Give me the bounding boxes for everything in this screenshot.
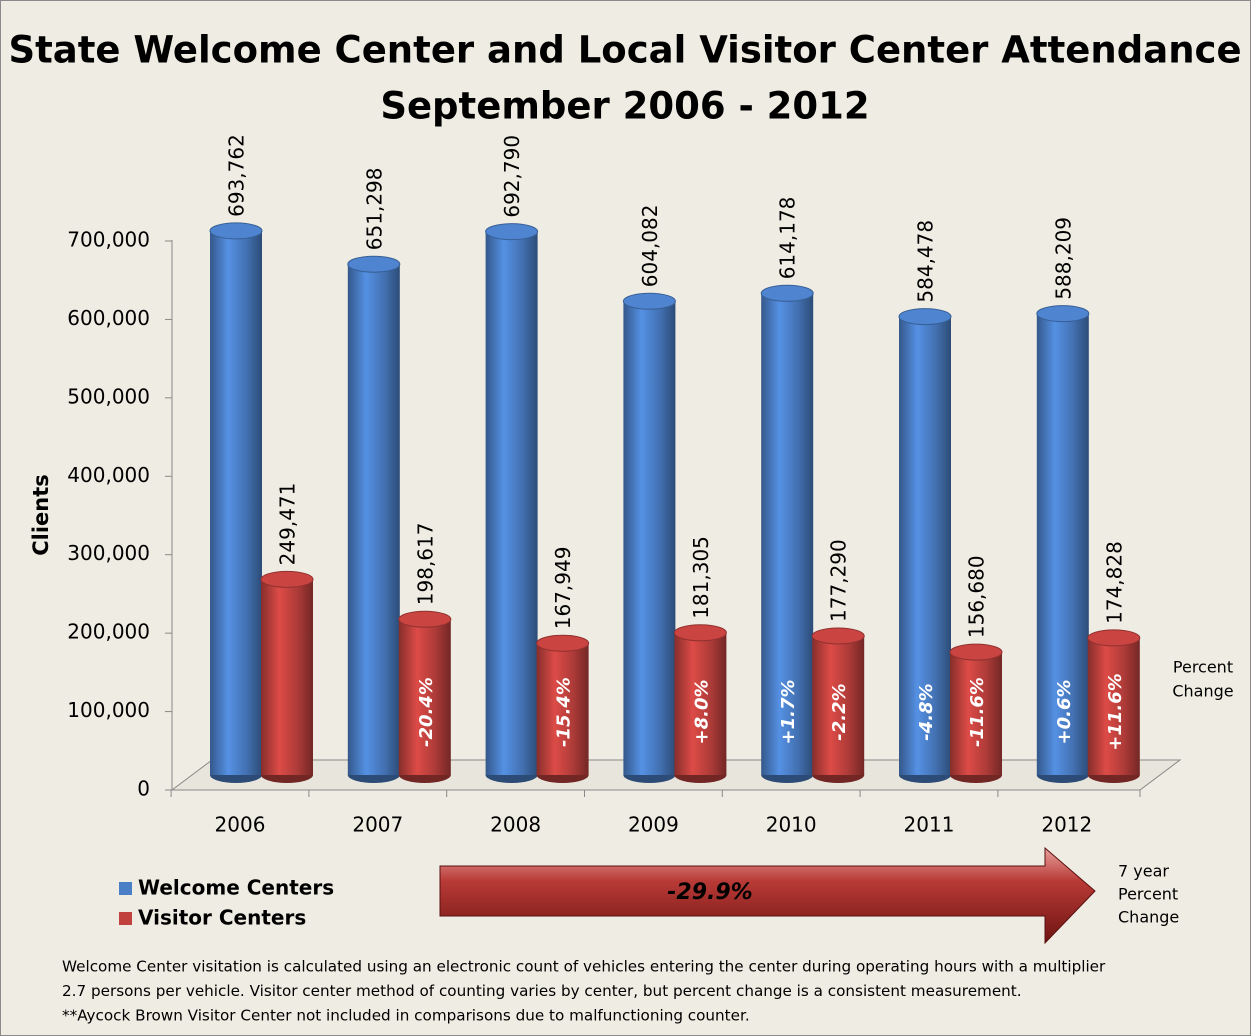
y-tick-label: 400,000 bbox=[67, 463, 150, 487]
bar-body bbox=[536, 643, 589, 775]
value-label: 181,305 bbox=[689, 536, 713, 619]
change-label: -15.4% bbox=[554, 677, 575, 747]
value-label: 249,471 bbox=[276, 483, 300, 566]
bar-top bbox=[260, 570, 314, 588]
chart-title: State Welcome Center and Local Visitor C… bbox=[8, 29, 1241, 72]
change-label: +8.0% bbox=[691, 679, 712, 744]
value-label: 692,790 bbox=[500, 135, 524, 218]
x-tick-label: 2011 bbox=[904, 813, 955, 837]
bar-top bbox=[949, 643, 1003, 661]
bar bbox=[347, 255, 401, 783]
bar-body bbox=[398, 619, 451, 775]
x-tick-label: 2007 bbox=[352, 813, 403, 837]
value-label: 614,178 bbox=[776, 197, 800, 280]
y-tick-label: 300,000 bbox=[67, 541, 150, 565]
bar-body bbox=[674, 632, 727, 775]
x-tick-label: 2012 bbox=[1041, 813, 1092, 837]
change-label: +0.6% bbox=[1054, 679, 1075, 744]
bar-top bbox=[209, 222, 263, 240]
x-tick-label: 2010 bbox=[766, 813, 817, 837]
change-label: +1.7% bbox=[778, 679, 799, 744]
bar-top bbox=[485, 223, 539, 241]
change-label: -4.8% bbox=[916, 683, 937, 740]
bar-top bbox=[673, 624, 727, 642]
bar bbox=[673, 624, 727, 783]
bar-body bbox=[1036, 313, 1089, 775]
y-tick-label: 600,000 bbox=[67, 306, 150, 330]
value-label: 604,082 bbox=[638, 205, 662, 288]
footnote: **Aycock Brown Visitor Center not includ… bbox=[62, 1007, 750, 1025]
bar-top bbox=[622, 292, 676, 310]
x-tick-label: 2006 bbox=[215, 813, 266, 837]
value-label: 156,680 bbox=[965, 555, 989, 638]
bar-body bbox=[1087, 637, 1140, 775]
bar-top bbox=[1036, 305, 1090, 323]
x-tick-label: 2009 bbox=[628, 813, 679, 837]
bar-top bbox=[811, 627, 865, 645]
bar-body bbox=[899, 316, 951, 775]
y-tick-label: 700,000 bbox=[67, 228, 150, 252]
change-label: -11.6% bbox=[967, 677, 988, 747]
change-label: +11.6% bbox=[1105, 673, 1126, 751]
bar bbox=[398, 610, 452, 783]
bar-top bbox=[760, 284, 814, 302]
change-title: Percent bbox=[1173, 658, 1233, 677]
legend-label: Welcome Centers bbox=[138, 876, 334, 900]
bar-top bbox=[536, 634, 590, 652]
bar bbox=[485, 223, 539, 783]
trend-arrow bbox=[439, 846, 1096, 945]
bar bbox=[1036, 305, 1090, 783]
value-label: 588,209 bbox=[1051, 217, 1075, 300]
bar-body bbox=[485, 231, 538, 776]
bar-body bbox=[812, 635, 865, 775]
bar bbox=[1087, 629, 1141, 783]
footnote: Welcome Center visitation is calculated … bbox=[62, 958, 1106, 976]
bar-body bbox=[347, 264, 400, 775]
bar-body bbox=[210, 230, 262, 775]
change-label: -2.2% bbox=[829, 683, 850, 740]
value-label: 584,478 bbox=[914, 220, 938, 303]
arrow-caption: 7 year bbox=[1118, 862, 1169, 881]
bar bbox=[536, 634, 590, 783]
y-tick-label: 500,000 bbox=[67, 384, 150, 408]
footnote: 2.7 persons per vehicle. Visitor center … bbox=[62, 982, 1022, 1000]
y-tick-label: 100,000 bbox=[67, 698, 150, 722]
value-label: 198,617 bbox=[413, 523, 437, 606]
bar-body bbox=[950, 652, 1002, 775]
change-title: Change bbox=[1172, 682, 1233, 701]
change-label: -20.4% bbox=[416, 677, 437, 747]
y-tick-label: 200,000 bbox=[67, 620, 150, 644]
bar-top bbox=[898, 308, 952, 326]
arrow-caption: Percent bbox=[1118, 885, 1178, 904]
y-tick-label: 0 bbox=[137, 777, 150, 801]
bar bbox=[949, 643, 1003, 783]
value-label: 651,298 bbox=[362, 167, 386, 250]
bar bbox=[622, 292, 676, 783]
bar-top bbox=[347, 255, 401, 273]
chart-subtitle: September 2006 - 2012 bbox=[380, 85, 869, 128]
arrow-caption: Change bbox=[1118, 908, 1179, 927]
bar-top bbox=[1087, 629, 1141, 647]
bar-body bbox=[623, 301, 676, 775]
bar-body bbox=[761, 293, 814, 775]
bar bbox=[760, 284, 814, 783]
bar bbox=[209, 222, 263, 783]
value-label: 167,949 bbox=[551, 547, 575, 630]
bar-body bbox=[261, 579, 313, 775]
bar bbox=[260, 570, 314, 783]
bar bbox=[811, 627, 865, 783]
x-tick-label: 2008 bbox=[490, 813, 541, 837]
bar bbox=[898, 308, 952, 783]
arrow-label: -29.9% bbox=[667, 880, 752, 905]
legend-label: Visitor Centers bbox=[138, 906, 306, 930]
value-label: 174,828 bbox=[1102, 541, 1126, 624]
legend-swatch bbox=[119, 882, 132, 895]
bar-top bbox=[398, 610, 452, 628]
legend-swatch bbox=[119, 912, 132, 925]
value-label: 177,290 bbox=[827, 539, 851, 622]
value-label: 693,762 bbox=[225, 134, 249, 217]
y-axis-label: Clients bbox=[29, 474, 53, 556]
